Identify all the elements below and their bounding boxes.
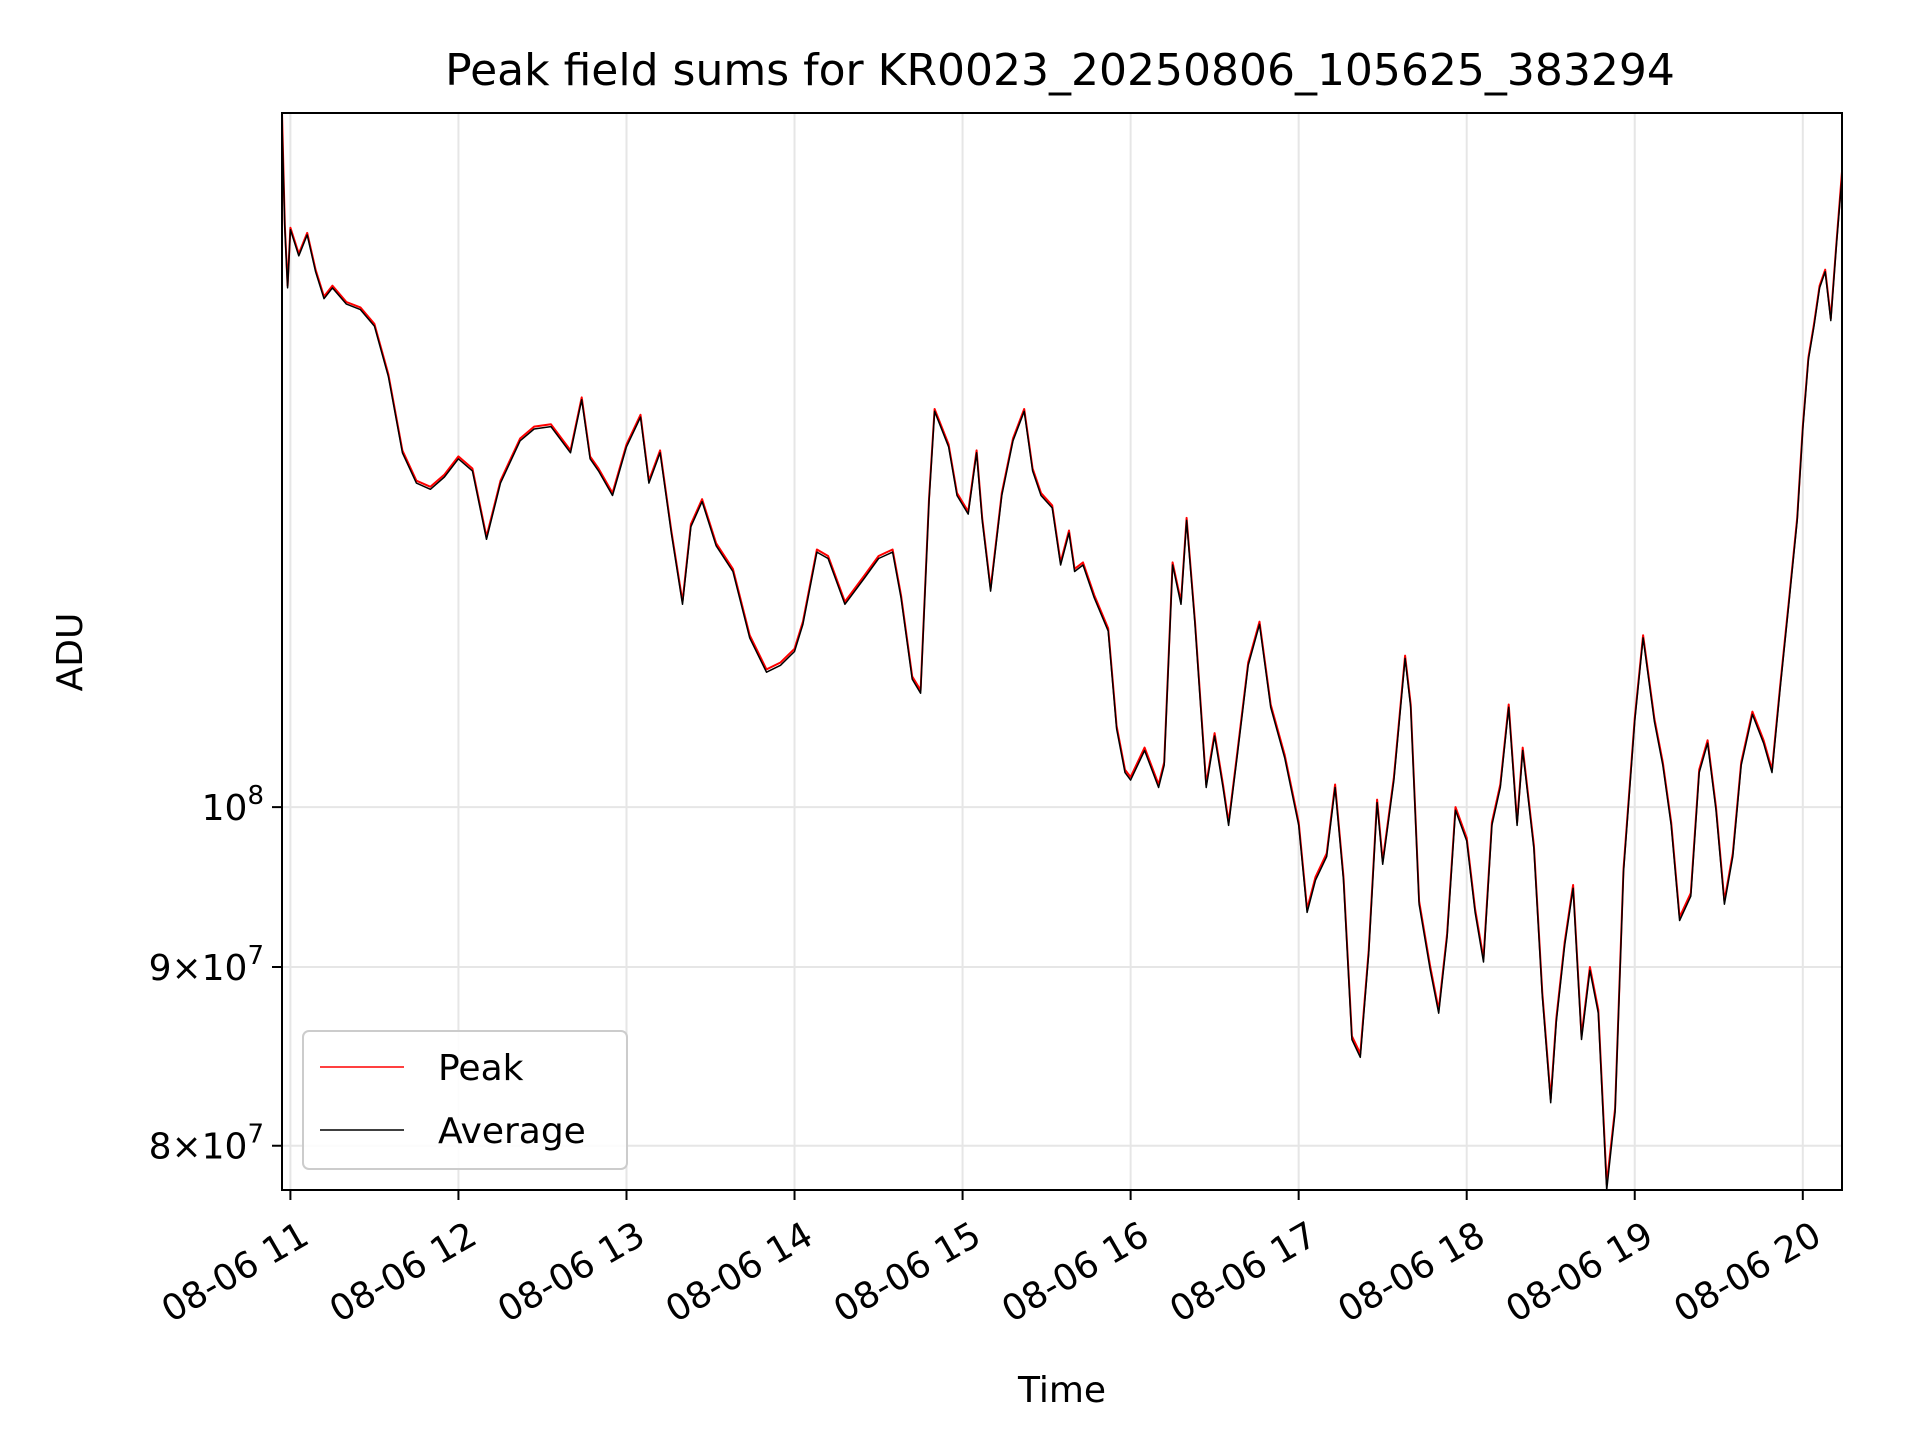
legend-label-average: Average — [438, 1111, 586, 1152]
plot-frame — [281, 112, 1843, 1191]
series-lines — [282, 113, 1842, 1190]
series-line-average — [282, 122, 1842, 1190]
legend-box — [302, 1030, 628, 1170]
chart-title: Peak field sums for KR0023_20250806_1056… — [445, 45, 1675, 96]
legend: Peak Average — [302, 1030, 628, 1170]
x-axis-label: Time — [1017, 1370, 1106, 1411]
y-tick-label: 9×107 — [149, 941, 264, 989]
legend-label-peak: Peak — [438, 1048, 524, 1089]
plot-area — [282, 113, 1842, 1190]
grid — [282, 113, 1842, 1190]
y-axis-label: ADU — [50, 613, 91, 692]
y-tick-label: 8×107 — [149, 1120, 264, 1168]
